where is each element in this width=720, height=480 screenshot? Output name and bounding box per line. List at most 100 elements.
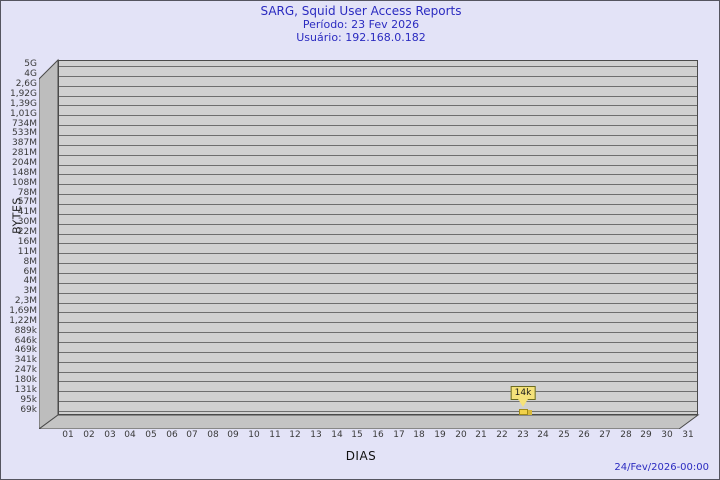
report-user: Usuário: 192.168.0.182 bbox=[296, 31, 426, 44]
y-axis-tick-label: 95k bbox=[20, 395, 37, 405]
y-axis-tick-label: 1,22M bbox=[9, 316, 37, 326]
gridline bbox=[59, 391, 697, 392]
gridline bbox=[59, 312, 697, 313]
gridline bbox=[59, 253, 697, 254]
x-axis-tick-label: 04 bbox=[124, 430, 136, 440]
x-axis-tick-label: 20 bbox=[455, 430, 467, 440]
gridline bbox=[59, 96, 697, 97]
y-axis-tick-label: 4G bbox=[24, 69, 37, 79]
gridline bbox=[59, 145, 697, 146]
x-axis-tick-label: 30 bbox=[661, 430, 673, 440]
report-title-block: SARG, Squid User Access Reports Período:… bbox=[1, 4, 719, 45]
gridline bbox=[59, 115, 697, 116]
x-axis-tick-label: 25 bbox=[558, 430, 570, 440]
x-axis-tick-label: 07 bbox=[186, 430, 198, 440]
chart-3d-frame-icon bbox=[39, 58, 700, 429]
x-axis-tick-label: 09 bbox=[227, 430, 239, 440]
y-axis-tick-label: 57M bbox=[17, 197, 37, 207]
y-axis-tick-label: 11M bbox=[17, 247, 37, 257]
gridline bbox=[59, 332, 697, 333]
gridline bbox=[59, 155, 697, 156]
y-axis-tick-label: 204M bbox=[12, 158, 37, 168]
gridline bbox=[59, 263, 697, 264]
x-axis-tick-label: 22 bbox=[496, 430, 508, 440]
x-axis-tick-label: 08 bbox=[207, 430, 219, 440]
gridline bbox=[59, 381, 697, 382]
x-axis-tick-label: 24 bbox=[537, 430, 549, 440]
chart-plot-wrapper: 14k bbox=[39, 57, 709, 429]
y-axis-title: BYTES bbox=[10, 197, 24, 234]
gridline bbox=[59, 322, 697, 323]
y-axis-tick-label: 4M bbox=[23, 276, 38, 286]
y-axis-tick-label: 889k bbox=[14, 326, 37, 336]
gridline bbox=[59, 234, 697, 235]
chart-plot-area bbox=[58, 60, 698, 415]
y-axis-tick-label: 108M bbox=[12, 178, 37, 188]
gridline bbox=[59, 293, 697, 294]
gridline bbox=[59, 401, 697, 402]
gridline bbox=[59, 194, 697, 195]
chart-data-labels-layer: 14k bbox=[58, 60, 698, 415]
gridline bbox=[59, 66, 697, 67]
gridline bbox=[59, 86, 697, 87]
y-axis-tick-label: 469k bbox=[14, 345, 37, 355]
x-axis-tick-label: 23 bbox=[517, 430, 529, 440]
y-axis-tick-label: 22M bbox=[17, 227, 37, 237]
x-axis-tick-label: 21 bbox=[475, 430, 487, 440]
y-axis-tick-label: 734M bbox=[12, 119, 37, 129]
y-axis-tick-label: 2,6G bbox=[15, 79, 37, 89]
y-axis-tick-labels: 5G 4G 2,6G 1,92G 1,39G 1,01G 734M 533M 387M 281M 2… bbox=[1, 57, 37, 429]
gridline bbox=[59, 303, 697, 304]
gridline bbox=[59, 224, 697, 225]
x-axis-tick-label: 16 bbox=[372, 430, 384, 440]
x-axis-tick-label: 01 bbox=[62, 430, 74, 440]
x-axis-tick-label: 02 bbox=[83, 430, 95, 440]
gridline bbox=[59, 243, 697, 244]
gridline bbox=[59, 174, 697, 175]
chart-bars-layer bbox=[58, 60, 698, 415]
y-axis-tick-label: 1,39G bbox=[9, 99, 37, 109]
gridline bbox=[59, 76, 697, 77]
gridline bbox=[59, 214, 697, 215]
x-axis-tick-label: 26 bbox=[578, 430, 590, 440]
y-axis-tick-label: 131k bbox=[14, 385, 37, 395]
x-axis-tick-label: 27 bbox=[599, 430, 611, 440]
gridline bbox=[59, 184, 697, 185]
y-axis-tick-label: 41M bbox=[17, 207, 37, 217]
y-axis-tick-label: 180k bbox=[14, 375, 37, 385]
y-axis-tick-label: 247k bbox=[14, 365, 37, 375]
footer-timestamp: 24/Fev/2026-00:00 bbox=[614, 462, 709, 473]
x-axis-tick-label: 05 bbox=[145, 430, 157, 440]
y-axis-tick-label: 281M bbox=[12, 148, 37, 158]
y-axis-tick-label: 5G bbox=[24, 59, 37, 69]
x-axis-tick-label: 17 bbox=[393, 430, 405, 440]
y-axis-tick-label: 646k bbox=[14, 336, 37, 346]
x-axis-tick-label: 31 bbox=[682, 430, 694, 440]
y-axis-tick-label: 16M bbox=[17, 237, 37, 247]
x-axis-tick-label: 18 bbox=[413, 430, 425, 440]
chart-bar-shadow bbox=[528, 410, 532, 415]
x-axis-tick-label: 11 bbox=[269, 430, 281, 440]
x-axis-tick-label: 12 bbox=[289, 430, 301, 440]
y-axis-tick-label: 2,3M bbox=[14, 296, 37, 306]
gridline bbox=[59, 411, 697, 412]
y-axis-tick-label: 533M bbox=[12, 128, 37, 138]
x-axis-tick-label: 10 bbox=[248, 430, 260, 440]
gridline bbox=[59, 105, 697, 106]
x-axis-tick-label: 19 bbox=[434, 430, 446, 440]
y-axis-tick-label: 341k bbox=[14, 355, 37, 365]
page-title: SARG, Squid User Access Reports bbox=[260, 4, 462, 18]
y-axis-tick-label: 30M bbox=[17, 217, 37, 227]
gridline bbox=[59, 342, 697, 343]
y-axis-tick-label: 387M bbox=[12, 138, 37, 148]
chart-value-label-pointer-icon bbox=[518, 399, 528, 407]
y-axis-tick-label: 1,92G bbox=[9, 89, 37, 99]
x-axis-tick-label: 15 bbox=[351, 430, 363, 440]
x-axis-tick-label: 14 bbox=[331, 430, 343, 440]
x-axis-tick-label: 29 bbox=[640, 430, 652, 440]
gridline bbox=[59, 352, 697, 353]
y-axis-tick-label: 69k bbox=[20, 405, 37, 415]
x-axis-tick-label: 06 bbox=[166, 430, 178, 440]
gridline bbox=[59, 372, 697, 373]
